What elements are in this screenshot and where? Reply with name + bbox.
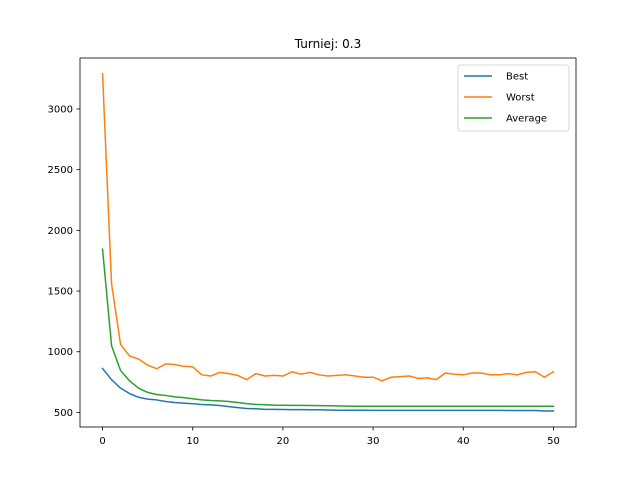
- series-line-best: [101, 367, 555, 412]
- legend: Best Worst Average: [457, 64, 570, 132]
- x-tick-label: 40: [457, 436, 470, 447]
- y-tick-label: 2000: [48, 226, 73, 237]
- legend-label-average: Average: [506, 114, 547, 125]
- y-tick-label: 1500: [48, 287, 73, 298]
- y-tick-label: 2500: [48, 165, 73, 176]
- legend-frame: [457, 64, 570, 132]
- axes-layer: 0 10 20 30 40 50 500 1000 1500 2000 2500 3000: [48, 57, 577, 447]
- legend-label-best: Best: [506, 72, 528, 83]
- x-tick-label: 10: [186, 436, 199, 447]
- x-tick-label: 0: [99, 436, 105, 447]
- y-tick-label: 3000: [48, 104, 73, 115]
- y-tick-label: 500: [54, 408, 73, 419]
- series-layer: [101, 72, 555, 412]
- axes-frame: [79, 57, 577, 428]
- series-line-worst: [101, 72, 555, 382]
- series-line-average: [101, 248, 555, 407]
- x-tick-label: 20: [277, 436, 290, 447]
- chart-title: Turniej: 0.3: [294, 37, 361, 51]
- y-tick-label: 1000: [48, 347, 73, 358]
- x-tick-label: 30: [367, 436, 380, 447]
- x-tick-label: 50: [547, 436, 560, 447]
- legend-label-worst: Worst: [506, 93, 535, 104]
